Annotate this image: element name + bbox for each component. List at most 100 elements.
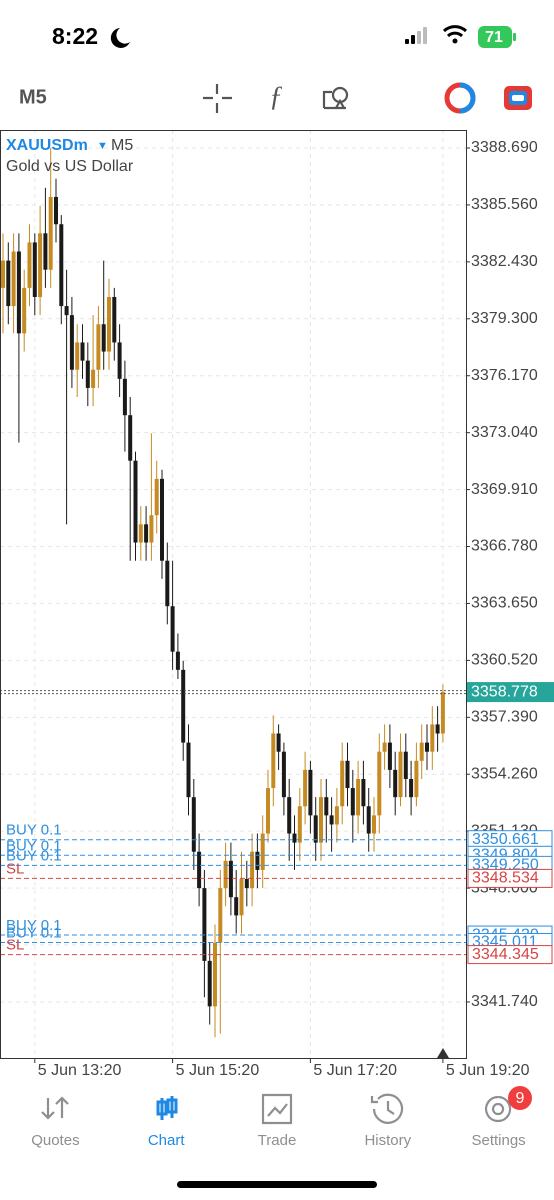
nav-icon[interactable]: [261, 1093, 293, 1125]
crosshair-button[interactable]: [203, 84, 232, 113]
candle-body: [133, 460, 138, 543]
candle-body: [271, 733, 276, 789]
one-click-button[interactable]: [504, 86, 532, 110]
nav-icon[interactable]: [484, 1095, 512, 1123]
candle-body: [170, 606, 175, 652]
candle-body: [64, 306, 69, 316]
candle-body: [244, 879, 249, 889]
order-label[interactable]: BUY 0.1: [6, 917, 62, 934]
candle-body: [202, 888, 207, 961]
y-tick-label: 3376.170: [471, 367, 538, 384]
badge-count: 9: [516, 1090, 525, 1107]
candle-body: [440, 692, 445, 734]
home-indicator: [177, 1181, 377, 1188]
x-tick-label: 5 Jun 19:20: [446, 1062, 530, 1079]
candle-body: [75, 342, 80, 370]
order-label[interactable]: BUY 0.1: [6, 847, 62, 864]
y-tick-label: 3388.690: [471, 139, 538, 156]
candle-body: [297, 806, 302, 843]
x-tick-label: 5 Jun 13:20: [38, 1062, 122, 1079]
candle-body: [16, 251, 21, 334]
symbol[interactable]: XAUUSDm: [6, 137, 88, 154]
y-tick-label: 3354.260: [471, 765, 538, 782]
candle-body: [48, 196, 53, 270]
candle-body: [122, 378, 127, 416]
order-price-label: 3348.534: [472, 870, 539, 887]
order-price-box: [467, 945, 553, 965]
candle-body: [43, 233, 48, 270]
trade-toggle-button[interactable]: [444, 82, 476, 114]
order-label[interactable]: SL: [6, 860, 24, 877]
nav-icon[interactable]: [156, 1096, 178, 1120]
candle-body: [292, 833, 297, 843]
nav-label[interactable]: Settings: [471, 1132, 525, 1149]
nav-icon[interactable]: [370, 1093, 404, 1124]
candle-body: [308, 769, 313, 816]
candle-body: [250, 851, 255, 889]
candle-body: [387, 742, 392, 770]
nav-label[interactable]: Quotes: [31, 1132, 79, 1149]
order-label[interactable]: BUY 0.1: [6, 837, 62, 854]
indicators-button[interactable]: ƒ: [269, 81, 283, 112]
candle-body: [80, 342, 85, 361]
candle-body: [419, 742, 424, 761]
candle-body: [340, 760, 345, 807]
price-box: [467, 682, 554, 703]
candle-body: [255, 851, 260, 870]
nav-label[interactable]: Trade: [258, 1132, 297, 1149]
candle-body: [313, 815, 318, 843]
candle-body: [350, 788, 355, 816]
candle-body: [54, 196, 58, 225]
nav-label[interactable]: History: [364, 1132, 411, 1149]
candle-body: [266, 788, 270, 834]
candle-body: [409, 778, 414, 798]
y-tick-label: 3341.740: [471, 993, 538, 1010]
candle-body: [138, 524, 143, 543]
objects-button[interactable]: [322, 86, 349, 110]
y-tick-label: 3360.520: [471, 652, 538, 669]
bottom-nav: Quotes Chart Trade History Settings 9: [31, 1086, 532, 1149]
candle-body: [398, 751, 403, 798]
candle-body: [345, 760, 350, 789]
order-price-label: 3344.345: [472, 946, 539, 963]
battery: [478, 26, 512, 48]
candle-body: [393, 769, 398, 798]
x-tick-label: 5 Jun 15:20: [176, 1062, 260, 1079]
order-label[interactable]: BUY 0.1: [6, 924, 62, 941]
candle-body: [69, 315, 74, 370]
candle-body: [154, 478, 159, 516]
candle-body: [186, 742, 191, 798]
candle-body: [144, 524, 149, 543]
candle-body: [425, 742, 429, 752]
nav-icon[interactable]: [41, 1096, 69, 1120]
candle-body: [27, 242, 32, 288]
candle-body: [175, 651, 180, 670]
candle-body: [101, 324, 106, 352]
battery-level: 71: [485, 29, 503, 46]
candle-body: [207, 960, 212, 1007]
candle-body: [430, 724, 435, 752]
order-label[interactable]: BUY 0.1: [6, 822, 62, 839]
order-price-box: [467, 868, 553, 888]
candle-body: [403, 751, 408, 779]
candle-body: [165, 560, 170, 607]
candle-body: [361, 778, 366, 807]
candle-body: [382, 742, 387, 752]
candle-body: [366, 806, 371, 834]
chart-frame: [0, 130, 467, 1059]
candle-body: [112, 296, 117, 343]
candle-body: [329, 815, 334, 825]
candle-body: [239, 879, 244, 916]
candle-body: [218, 888, 223, 943]
candle-body: [149, 515, 154, 543]
nav-label[interactable]: Chart: [148, 1132, 186, 1149]
symbol-dropdown[interactable]: ▼: [97, 140, 108, 152]
y-tick-label: 3379.300: [471, 310, 538, 327]
candle-body: [319, 797, 323, 843]
candle-body: [281, 751, 286, 798]
candle-body: [32, 242, 37, 297]
timeframe-button[interactable]: M5: [19, 86, 47, 108]
order-label[interactable]: SL: [6, 937, 24, 954]
